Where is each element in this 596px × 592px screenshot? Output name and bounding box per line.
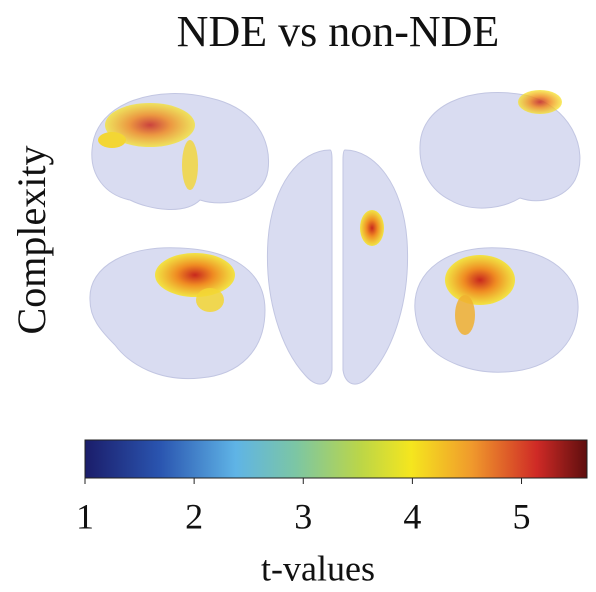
colorbar-tick-label: 3 — [294, 496, 312, 536]
colorbar — [84, 439, 588, 479]
colorbar-tick-label: 1 — [76, 496, 94, 536]
title: NDE vs non-NDE — [177, 7, 500, 56]
colorbar-label: t-values — [261, 548, 375, 588]
row-label: Complexity — [9, 146, 54, 335]
colorbar-tick-label: 4 — [403, 496, 421, 536]
activation-blobs — [98, 90, 562, 335]
colorbar-tick-label: 5 — [513, 496, 531, 536]
colorbar-tick-label: 2 — [185, 496, 203, 536]
